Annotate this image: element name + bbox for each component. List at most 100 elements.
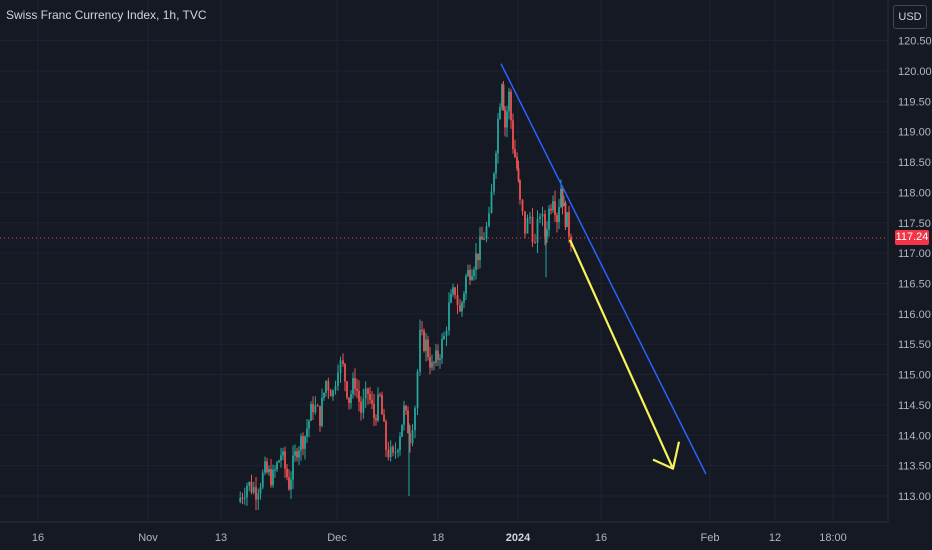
trendline[interactable]: [500, 63, 707, 475]
candle-body: [407, 410, 409, 434]
candle-body: [300, 436, 302, 451]
candle-body: [284, 451, 286, 469]
candle-body: [369, 394, 371, 400]
candle-body: [243, 497, 246, 499]
candle-body: [433, 362, 435, 364]
candle-body: [296, 451, 298, 458]
candle-body: [264, 461, 266, 473]
candle-body: [467, 269, 469, 276]
candle-body: [411, 430, 414, 444]
candle-body: [512, 120, 514, 150]
price-axis[interactable]: 120.50 120.00 119.50 119.00 118.50 118.00 117.…: [898, 36, 932, 503]
candle-body: [493, 173, 495, 192]
candle-body: [483, 238, 485, 240]
y-tick-label: 117.50: [898, 218, 931, 230]
candle-body: [346, 381, 348, 398]
projection-arrow[interactable]: [568, 239, 681, 470]
candle-body: [488, 213, 490, 227]
currency-button[interactable]: USD: [893, 5, 927, 29]
candle-body: [568, 212, 570, 237]
candle-body: [270, 468, 272, 486]
candle-body: [485, 226, 488, 239]
candle-body: [552, 201, 554, 211]
y-tick-label: 118.50: [898, 157, 931, 169]
candle-body: [261, 472, 264, 488]
candle-body: [419, 329, 421, 372]
candle-body: [497, 118, 499, 154]
candle-body: [248, 482, 251, 486]
candle-body: [450, 293, 452, 303]
candle-body: [255, 487, 257, 500]
y-tick-label: 115.50: [898, 339, 931, 351]
candle-body: [397, 450, 399, 453]
x-tick-label: Dec: [327, 532, 347, 544]
candle-body: [334, 385, 337, 391]
x-tick-label: 13: [215, 532, 227, 544]
candle-body: [350, 394, 352, 404]
candle-body: [536, 218, 539, 243]
y-tick-label: 117.00: [898, 248, 931, 260]
candle-body: [332, 390, 334, 397]
candle-body: [239, 497, 242, 503]
candle-body: [443, 335, 445, 340]
arrow-shaft: [568, 239, 675, 470]
candle-body: [452, 287, 454, 294]
candle-body: [459, 304, 461, 312]
candle-body: [441, 339, 443, 359]
candle-body: [550, 208, 552, 211]
x-tick-label: 18: [432, 532, 444, 544]
candle-body: [502, 84, 505, 110]
candle-body: [475, 253, 477, 270]
candle-body: [561, 188, 564, 207]
x-tick-label: 16: [32, 532, 44, 544]
candle-body: [439, 358, 441, 360]
candle-body: [461, 302, 463, 312]
y-tick-label: 116.00: [898, 309, 931, 321]
candle-body: [541, 214, 544, 217]
candle-body: [358, 390, 360, 402]
y-tick-label: 119.50: [898, 96, 931, 108]
candle-body: [272, 469, 274, 486]
candle-body: [546, 229, 548, 237]
y-tick-label: 113.50: [898, 461, 931, 473]
y-tick-label: 113.00: [898, 491, 931, 503]
candle-body: [405, 405, 407, 411]
candle-body: [306, 428, 308, 437]
candle-body: [389, 446, 392, 458]
candle-body: [375, 418, 377, 421]
candle-body: [278, 460, 280, 463]
candle-body: [290, 479, 292, 490]
candle-body: [554, 201, 556, 216]
candle-body: [274, 469, 276, 471]
candle-body: [414, 408, 416, 431]
candle-body: [403, 405, 405, 425]
candle-body: [526, 218, 529, 234]
candle-body: [360, 401, 362, 413]
candle-body: [539, 216, 541, 219]
candle-body: [463, 293, 465, 303]
y-tick-label: 120.00: [898, 66, 932, 78]
candle-body: [298, 450, 300, 458]
candle-body: [516, 156, 518, 169]
candle-body: [280, 455, 282, 461]
chart-title: Swiss Franc Currency Index, 1h, TVC: [6, 8, 207, 22]
candle-body: [387, 449, 390, 458]
x-tick-label: Nov: [138, 532, 158, 544]
candle-body: [501, 84, 503, 108]
candle-body: [416, 371, 419, 409]
candle-body: [342, 360, 344, 364]
candle-body: [319, 405, 321, 426]
candle-body: [529, 216, 531, 219]
time-axis[interactable]: 16 Nov 13 Dec 18 2024 16 Feb 12 18:00: [32, 532, 847, 544]
candle-body: [499, 107, 501, 119]
grid-lines: [0, 0, 888, 522]
candle-body: [379, 394, 381, 396]
y-tick-label: 119.00: [898, 127, 931, 139]
candle-body: [401, 424, 403, 437]
candle-body: [427, 339, 429, 358]
candle-body: [448, 302, 450, 331]
last-price-tag: 117.24: [895, 230, 929, 245]
candle-body: [477, 253, 479, 261]
candle-body: [399, 436, 401, 451]
